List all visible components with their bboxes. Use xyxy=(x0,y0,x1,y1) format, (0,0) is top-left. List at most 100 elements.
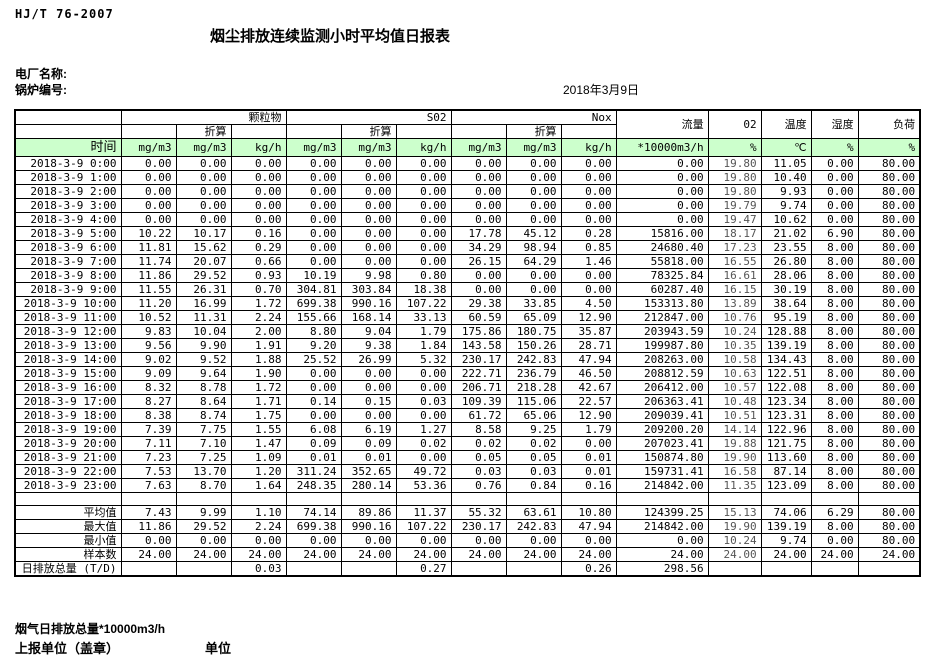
cell: 15.13 xyxy=(707,505,762,520)
table-row: 2018-3-9 12:00 9.83 10.04 2.00 8.80 9.04 1.79 1… xyxy=(14,324,921,339)
cell: 124399.25 xyxy=(615,505,709,520)
cell: 29.52 xyxy=(175,519,232,534)
cell: 0.00 xyxy=(285,170,342,185)
cell: 8.70 xyxy=(175,478,232,493)
row-label: 2018-3-9 0:00 xyxy=(14,156,122,171)
cell: 17.78 xyxy=(450,226,507,241)
cell: 0.00 xyxy=(395,226,452,241)
blank-cell xyxy=(120,124,177,139)
cell: 10.04 xyxy=(175,324,232,339)
cell: 206412.00 xyxy=(615,380,709,395)
cell: 29.38 xyxy=(450,296,507,311)
cell: 95.19 xyxy=(760,310,812,325)
cell: 0.00 xyxy=(615,212,709,227)
cell: 139.19 xyxy=(760,338,812,353)
cell xyxy=(810,561,859,577)
cell: 28.71 xyxy=(560,338,617,353)
blank-cell xyxy=(120,492,177,506)
cell: 22.57 xyxy=(560,394,617,409)
unit-so2-mgm3: mg/m3 xyxy=(285,138,342,157)
cell: 230.17 xyxy=(450,519,507,534)
cell: 45.12 xyxy=(505,226,562,241)
row-label: 2018-3-9 18:00 xyxy=(14,408,122,423)
cell: 10.62 xyxy=(760,212,812,227)
table-row: 2018-3-9 22:00 7.53 13.70 1.20 311.24 352.65 4… xyxy=(14,464,921,479)
blank-cell xyxy=(450,492,507,506)
cell: 175.86 xyxy=(450,324,507,339)
cell: 7.25 xyxy=(175,450,232,465)
cell: 9.02 xyxy=(120,352,177,367)
cell: 0.00 xyxy=(615,198,709,213)
cell: 304.81 xyxy=(285,282,342,297)
cell: 1.75 xyxy=(230,408,287,423)
cell: 10.57 xyxy=(707,380,762,395)
cell: 15.62 xyxy=(175,240,232,255)
cell: 10.76 xyxy=(707,310,762,325)
row-label: 最小值 xyxy=(14,533,122,548)
cell: 64.29 xyxy=(505,254,562,269)
cell: 0.00 xyxy=(615,184,709,199)
cell: 0.00 xyxy=(395,198,452,213)
cell: 0.00 xyxy=(505,282,562,297)
cell: 11.86 xyxy=(120,268,177,283)
cell: 123.31 xyxy=(760,408,812,423)
cell: 11.37 xyxy=(395,505,452,520)
cell: 8.38 xyxy=(120,408,177,423)
cell: 0.00 xyxy=(505,533,562,548)
cell: 222.71 xyxy=(450,366,507,381)
cell: 23.55 xyxy=(760,240,812,255)
unit-nox-mgm3: mg/m3 xyxy=(450,138,507,157)
cell: 8.00 xyxy=(810,282,859,297)
cell: 699.38 xyxy=(285,296,342,311)
blank-cell xyxy=(450,124,507,139)
cell: 8.00 xyxy=(810,450,859,465)
cell: 80.00 xyxy=(857,324,921,339)
cell: 24.00 xyxy=(760,547,812,562)
cell: 0.00 xyxy=(340,226,397,241)
cell: 9.98 xyxy=(340,268,397,283)
row-label: 2018-3-9 16:00 xyxy=(14,380,122,395)
cell: 8.00 xyxy=(810,394,859,409)
cell: 159731.41 xyxy=(615,464,709,479)
cell: 0.00 xyxy=(450,282,507,297)
cell: 8.00 xyxy=(810,408,859,423)
cell: 6.90 xyxy=(810,226,859,241)
cell: 0.00 xyxy=(505,198,562,213)
row-label: 最大值 xyxy=(14,519,122,534)
cell: 26.15 xyxy=(450,254,507,269)
cell: 80.00 xyxy=(857,519,921,534)
cell: 0.00 xyxy=(395,184,452,199)
cell: 89.86 xyxy=(340,505,397,520)
table-row: 2018-3-9 20:00 7.11 7.10 1.47 0.09 0.09 0.02 0.… xyxy=(14,436,921,451)
cell: 214842.00 xyxy=(615,478,709,493)
cell: 98.94 xyxy=(505,240,562,255)
cell: 1.09 xyxy=(230,450,287,465)
cell: 0.00 xyxy=(175,198,232,213)
table-row: 2018-3-9 15:00 9.09 9.64 1.90 0.00 0.00 0.00 22… xyxy=(14,366,921,381)
cell: 55.32 xyxy=(450,505,507,520)
group-so2: S02 xyxy=(285,109,452,125)
cell: 9.25 xyxy=(505,422,562,437)
unit-humidity-percent: % xyxy=(810,138,859,157)
cell: 242.83 xyxy=(505,519,562,534)
cell: 19.88 xyxy=(707,436,762,451)
blank-cell xyxy=(560,124,617,139)
cell: 0.00 xyxy=(120,533,177,548)
cell: 7.75 xyxy=(175,422,232,437)
cell: 0.00 xyxy=(505,170,562,185)
cell: 0.00 xyxy=(340,212,397,227)
cell: 248.35 xyxy=(285,478,342,493)
cell: 65.06 xyxy=(505,408,562,423)
cell: 8.00 xyxy=(810,366,859,381)
table-row: 2018-3-9 2:00 0.00 0.00 0.00 0.00 0.00 0.00 0.0… xyxy=(14,184,921,199)
cell: 0.93 xyxy=(230,268,287,283)
cell: 236.79 xyxy=(505,366,562,381)
cell: 9.83 xyxy=(120,324,177,339)
cell: 80.00 xyxy=(857,352,921,367)
table-row: 2018-3-9 3:00 0.00 0.00 0.00 0.00 0.00 0.00 0.0… xyxy=(14,198,921,213)
cell: 0.28 xyxy=(560,226,617,241)
cell: 0.00 xyxy=(450,212,507,227)
cell: 9.99 xyxy=(175,505,232,520)
cell: 0.00 xyxy=(560,198,617,213)
summary-row: 最大值 11.86 29.52 2.24 699.38 990.16 107.22 230.1… xyxy=(14,519,921,534)
